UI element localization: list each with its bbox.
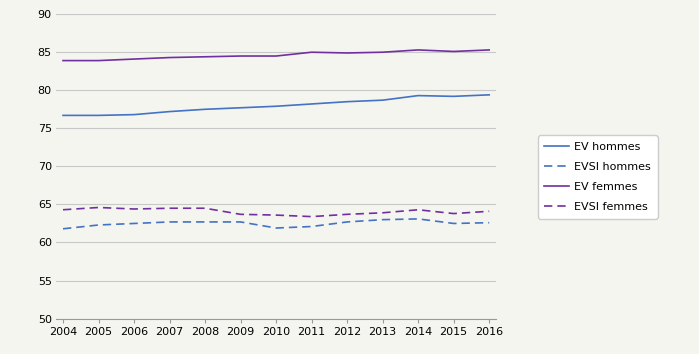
- Legend: EV hommes, EVSI hommes, EV femmes, EVSI femmes: EV hommes, EVSI hommes, EV femmes, EVSI …: [538, 135, 658, 219]
